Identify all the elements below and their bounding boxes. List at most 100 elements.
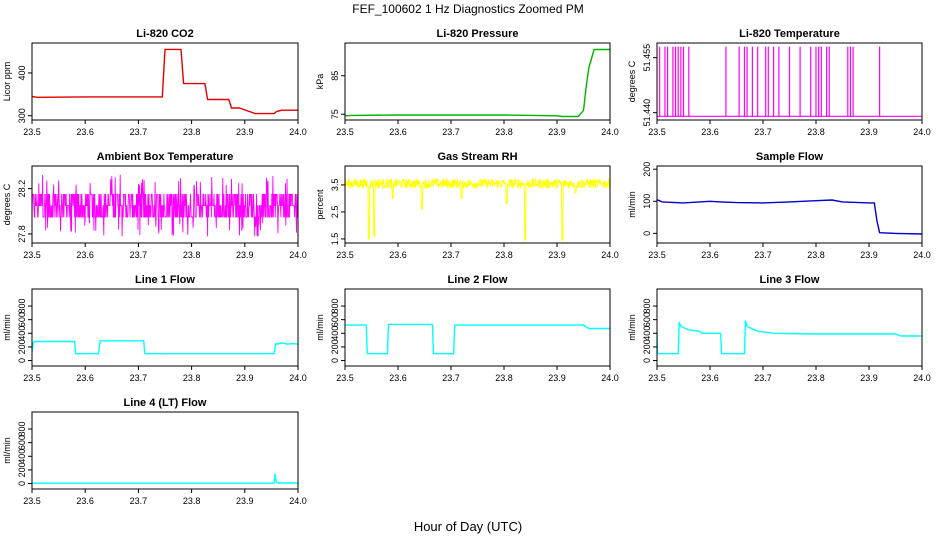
figure-xlabel: Hour of Day (UTC) [414, 519, 522, 534]
series-line-1 [32, 340, 298, 355]
y-axis-label: ml/min [627, 314, 637, 341]
x-tick-label: 23.6 [389, 127, 407, 137]
x-tick-label: 23.8 [183, 250, 201, 260]
y-tick-label: 800 [330, 299, 340, 314]
panel-4: Ambient Box Temperature degrees C 23.5 23.6… [2, 151, 307, 260]
x-tick-label: 24.0 [289, 373, 307, 383]
x-tick-label: 23.5 [336, 250, 354, 260]
plot-frame [344, 165, 611, 244]
y-axis-label: kPa [315, 74, 325, 90]
data-layer [657, 320, 922, 355]
x-tick-label: 23.9 [860, 373, 878, 383]
y-tick-label: 200 [17, 339, 27, 354]
x-tick-label: 24.0 [913, 127, 931, 137]
y-axis-label: ml/min [627, 191, 637, 218]
x-tick-label: 23.6 [701, 250, 719, 260]
y-tick-label: 300 [17, 108, 27, 123]
x-tick-label: 23.6 [76, 127, 94, 137]
x-tick-label: 23.5 [648, 127, 666, 137]
x-tick-label: 23.6 [389, 373, 407, 383]
x-tick-label: 24.0 [913, 250, 931, 260]
x-tick-label: 23.9 [548, 373, 566, 383]
x-tick-label: 23.7 [442, 250, 460, 260]
panel-title: Li-820 Pressure [437, 28, 519, 40]
x-tick-label: 23.6 [701, 127, 719, 137]
x-tick-label: 23.7 [130, 373, 148, 383]
x-tick-label: 23.5 [23, 250, 41, 260]
x-tick-label: 23.8 [183, 127, 201, 137]
x-tick-label: 24.0 [289, 250, 307, 260]
series-line-1 [657, 320, 922, 355]
x-tick-label: 23.9 [860, 127, 878, 137]
series-line-1 [345, 323, 610, 355]
panel-8: Line 2 Flow ml/min 23.5 23.6 23.7 23.8 23.9 24.… [315, 274, 619, 383]
y-tick-label: 27.8 [17, 225, 27, 243]
x-tick-label: 23.5 [648, 373, 666, 383]
x-tick-label: 23.9 [548, 127, 566, 137]
y-tick-label: 800 [17, 299, 27, 314]
panel-3: Li-820 Temperature degrees C 23.5 23.6 23.7 2… [627, 28, 931, 137]
x-tick-label: 23.8 [183, 496, 201, 506]
y-tick-label: 0 [330, 358, 340, 363]
plot-frame [31, 42, 299, 121]
y-tick-label: 400 [17, 326, 27, 341]
plot-frame [656, 165, 923, 244]
y-tick-label: 800 [17, 422, 27, 437]
x-tick-label: 23.7 [130, 496, 148, 506]
plot-frame [344, 288, 611, 367]
y-axis-label: degrees C [627, 60, 637, 102]
panels: Li-820 CO2 Licor ppm 23.5 23.6 23.7 23.8 23.9 2… [2, 28, 931, 506]
data-layer [345, 323, 610, 355]
x-tick-label: 23.8 [807, 250, 825, 260]
x-tick-label: 23.6 [76, 250, 94, 260]
data-layer [657, 46, 922, 117]
figure-title: FEF_100602 1 Hz Diagnostics Zoomed PM [352, 2, 583, 16]
y-tick-label: 200 [330, 339, 340, 354]
x-tick-label: 24.0 [601, 373, 619, 383]
x-tick-label: 23.7 [754, 250, 772, 260]
y-axis-label: degrees C [2, 183, 12, 225]
y-tick-label: 200 [17, 462, 27, 477]
y-tick-label: 200 [642, 162, 652, 177]
data-layer [657, 199, 922, 235]
panel-title: Li-820 CO2 [136, 28, 193, 40]
y-tick-label: 0 [17, 358, 27, 363]
series-noise-line [32, 174, 298, 237]
x-tick-label: 23.7 [754, 127, 772, 137]
data-layer [345, 48, 610, 118]
x-tick-label: 23.8 [495, 373, 513, 383]
panel-7: Line 1 Flow ml/min 23.5 23.6 23.7 23.8 23.9 24.… [2, 274, 307, 383]
plot-frame [656, 42, 923, 121]
x-tick-label: 23.5 [23, 373, 41, 383]
y-tick-label: 1.5 [330, 233, 340, 246]
x-tick-label: 23.8 [183, 373, 201, 383]
panel-6: Sample Flow ml/min 23.5 23.6 23.7 23.8 23.9 24.… [627, 151, 931, 260]
x-tick-label: 23.5 [23, 127, 41, 137]
y-tick-label: 0 [642, 358, 652, 363]
x-tick-label: 23.5 [648, 250, 666, 260]
panel-title: Line 3 Flow [760, 274, 820, 286]
y-tick-label: 0 [17, 481, 27, 486]
plot-frame [656, 288, 923, 367]
x-tick-label: 23.8 [495, 127, 513, 137]
panel-title: Line 4 (LT) Flow [124, 397, 207, 409]
y-tick-label: 600 [17, 435, 27, 450]
plot-frame [31, 411, 299, 490]
panel-title: Li-820 Temperature [739, 28, 840, 40]
series-line-1 [345, 48, 610, 118]
x-tick-label: 24.0 [601, 127, 619, 137]
y-axis-label: ml/min [2, 437, 12, 464]
y-tick-label: 400 [17, 449, 27, 464]
y-axis-label: ml/min [2, 314, 12, 341]
x-tick-label: 23.7 [130, 250, 148, 260]
y-tick-label: 600 [17, 312, 27, 327]
x-tick-label: 24.0 [289, 496, 307, 506]
x-tick-label: 24.0 [289, 127, 307, 137]
plot-frame [344, 42, 611, 121]
panel-1: Li-820 CO2 Licor ppm 23.5 23.6 23.7 23.8 23.9 2… [2, 28, 307, 137]
y-axis-label: Licor ppm [2, 62, 12, 102]
x-tick-label: 23.7 [442, 127, 460, 137]
x-tick-label: 23.7 [442, 373, 460, 383]
x-tick-label: 24.0 [601, 250, 619, 260]
